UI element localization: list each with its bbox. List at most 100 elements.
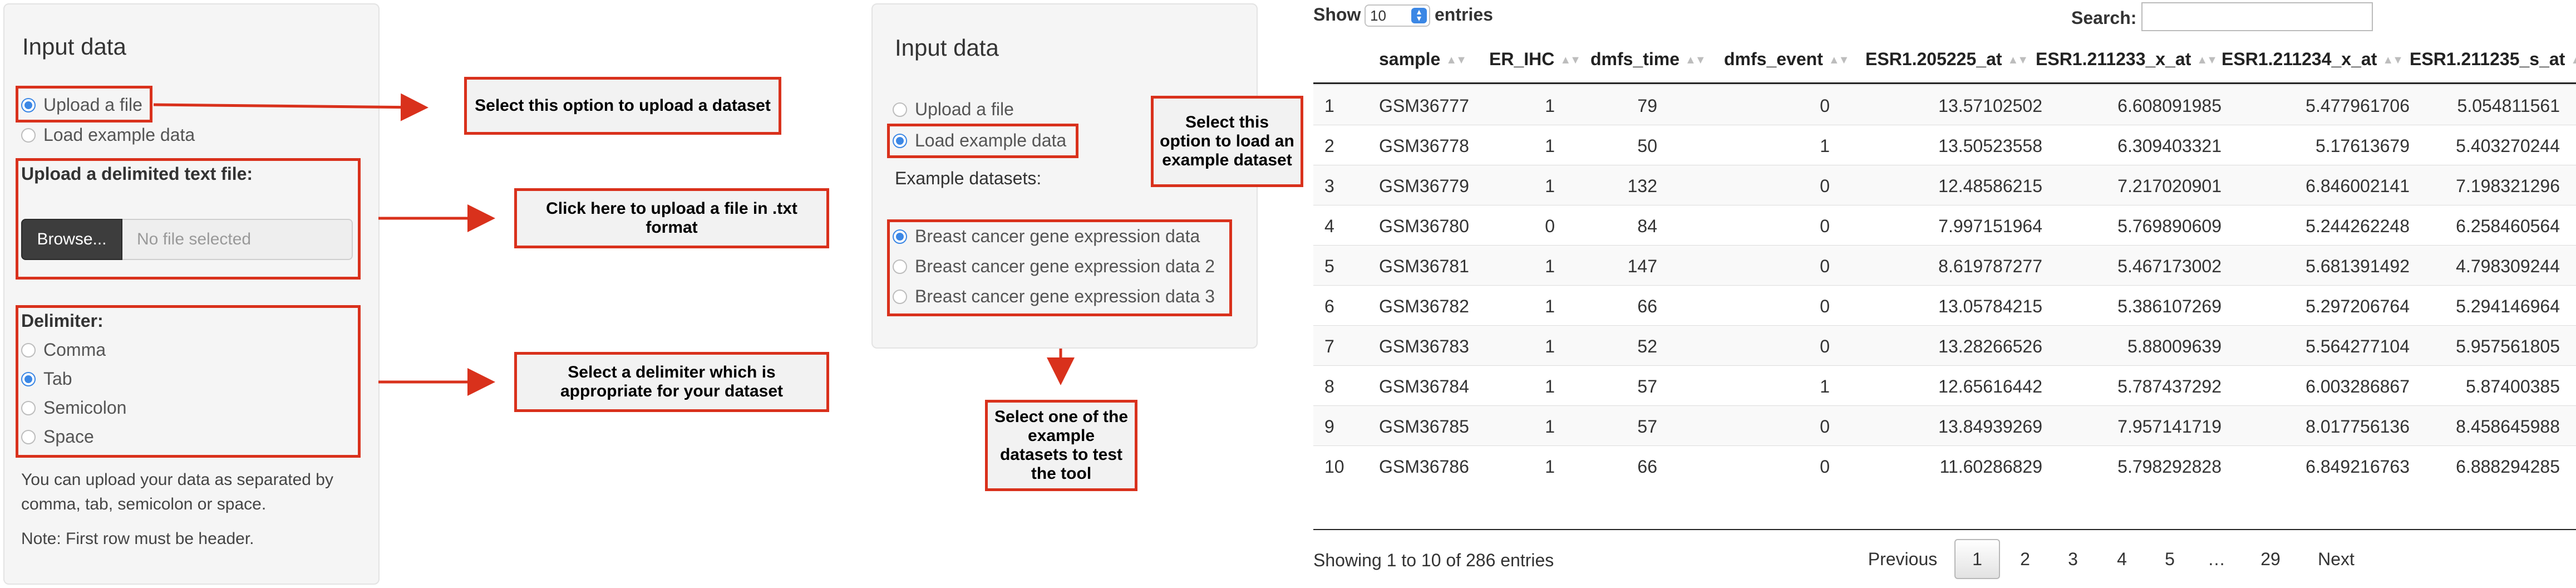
radio-selected-icon[interactable]	[21, 371, 36, 386]
help-text: You can upload your data as separated by…	[21, 471, 333, 513]
highlight-delimiter	[16, 305, 361, 458]
col-header-esr1-211233[interactable]: ESR1.211233_x_at ▲▼	[2036, 49, 2218, 69]
col-header-esr1-205225[interactable]: ESR1.205225_at ▲▼	[1865, 49, 2029, 69]
table-row	[1313, 85, 2576, 125]
table-cell: 10	[1324, 457, 1344, 477]
radio-upload-file[interactable]: Upload a file	[21, 95, 142, 115]
radio-unselected-icon[interactable]	[21, 342, 36, 357]
sort-icon: ▲▼	[2196, 54, 2218, 67]
table-cell: 1	[1545, 296, 1555, 316]
table-cell: 5.957561805	[2456, 336, 2560, 356]
table-cell: 6.258460564	[2456, 216, 2560, 236]
table-cell: 6	[1324, 296, 1334, 316]
col-header-dmfs-event[interactable]: dmfs_event ▲▼	[1724, 49, 1850, 69]
table-cell: 11.60286829	[1939, 457, 2042, 477]
table-cell: 1	[1545, 457, 1555, 477]
radio-unselected-icon[interactable]	[21, 128, 36, 143]
callout-upload: Select this option to upload a dataset	[464, 77, 781, 135]
sort-icon: ▲▼	[1560, 54, 1581, 67]
pagination-page-1[interactable]: 1	[1954, 539, 2000, 579]
radio-load-example[interactable]: Load example data	[893, 130, 1066, 151]
radio-selected-icon[interactable]	[893, 133, 907, 148]
panel-title: Input data	[895, 35, 999, 61]
table-cell: 1	[1820, 136, 1830, 156]
radio-label: Upload a file	[43, 95, 142, 115]
col-header-dmfs-time[interactable]: dmfs_time ▲▼	[1590, 49, 1706, 69]
stepper-icon: ▴ ▾	[1411, 8, 1427, 23]
table-cell: 6.003286867	[2306, 376, 2410, 396]
table-cell: GSM36780	[1379, 216, 1469, 236]
col-header-er-ihc[interactable]: ER_IHC ▲▼	[1489, 49, 1581, 69]
dataset-option-1[interactable]: Breast cancer gene expression data	[893, 226, 1200, 247]
highlight-file-input	[16, 158, 361, 280]
table-cell: 0	[1820, 336, 1830, 356]
radio-label: Breast cancer gene expression data 3	[915, 286, 1215, 306]
table-cell: 5.17613679	[2315, 136, 2410, 156]
upload-label: Upload a delimited text file:	[21, 164, 253, 184]
table-cell: 57	[1637, 376, 1657, 396]
table-cell: 5.477961706	[2306, 96, 2410, 116]
sort-icon: ▲▼	[1828, 54, 1850, 67]
table-cell: 8.017756136	[2306, 416, 2410, 437]
table-cell: 12.65616442	[1938, 376, 2042, 396]
delimiter-comma[interactable]: Comma	[21, 340, 106, 360]
pagination-next[interactable]: Next	[2318, 548, 2355, 569]
radio-label: Semicolon	[43, 398, 127, 418]
dataset-option-2[interactable]: Breast cancer gene expression data 2	[893, 256, 1215, 277]
table-row	[1313, 405, 2576, 445]
datasets-label: Example datasets:	[895, 168, 1042, 188]
pagination-page-3[interactable]: 3	[2068, 548, 2078, 569]
delimiter-space[interactable]: Space	[21, 427, 94, 447]
delimiter-label: Delimiter:	[21, 311, 104, 331]
pagination-ellipsis: …	[2208, 548, 2225, 569]
highlight-upload-radio	[16, 86, 152, 122]
table-cell: 50	[1637, 136, 1657, 156]
note-text: Note: First row must be header.	[21, 530, 254, 548]
radio-unselected-icon[interactable]	[21, 400, 36, 415]
dataset-option-3[interactable]: Breast cancer gene expression data 3	[893, 286, 1215, 307]
browse-button[interactable]: Browse...	[21, 219, 122, 260]
table-cell: 5.294146964	[2456, 296, 2560, 316]
radio-label: Comma	[43, 340, 106, 360]
radio-upload-file[interactable]: Upload a file	[893, 99, 1014, 120]
table-cell: GSM36785	[1379, 416, 1469, 437]
radio-selected-icon[interactable]	[21, 97, 36, 112]
table-cell: GSM36786	[1379, 457, 1469, 477]
radio-label: Breast cancer gene expression data	[915, 226, 1200, 246]
table-cell: 12.48586215	[1938, 176, 2042, 196]
entries-select[interactable]: 10 ▴ ▾	[1365, 4, 1430, 27]
search-input[interactable]	[2141, 2, 2373, 31]
table-cell: GSM36778	[1379, 136, 1469, 156]
radio-unselected-icon[interactable]	[21, 429, 36, 444]
pagination-page-29[interactable]: 29	[2260, 548, 2281, 569]
table-cell: 5.386107269	[2117, 296, 2222, 316]
sort-icon: ▲▼	[2007, 54, 2029, 67]
pagination-page-2[interactable]: 2	[2020, 548, 2030, 569]
radio-label: Load example data	[915, 130, 1067, 150]
pagination-previous[interactable]: Previous	[1868, 548, 1938, 569]
radio-selected-icon[interactable]	[893, 229, 907, 244]
table-cell: 7.198321296	[2456, 176, 2560, 196]
table-cell: 13.57102502	[1938, 96, 2042, 116]
radio-unselected-icon[interactable]	[893, 102, 907, 117]
table-cell: 5.798292828	[2117, 457, 2222, 477]
table-row	[1313, 125, 2576, 165]
radio-unselected-icon[interactable]	[893, 259, 907, 274]
pagination-page-5[interactable]: 5	[2165, 548, 2175, 569]
table-cell: 0	[1820, 216, 1830, 236]
entries-value: 10	[1370, 7, 1386, 24]
table-row	[1313, 285, 2576, 325]
col-header-esr1-211235[interactable]: ESR1.211235_s_at▲▼	[2410, 49, 2576, 70]
radio-load-example[interactable]: Load example data	[21, 125, 195, 145]
table-cell: GSM36779	[1379, 176, 1469, 196]
col-header-sample[interactable]: sample ▲▼	[1379, 49, 1467, 69]
radio-unselected-icon[interactable]	[893, 289, 907, 304]
delimiter-tab[interactable]: Tab	[21, 369, 72, 389]
table-row	[1313, 205, 2576, 245]
col-header-esr1-211234[interactable]: ESR1.211234_x_at ▲▼	[2222, 49, 2403, 69]
pagination-page-4[interactable]: 4	[2117, 548, 2127, 569]
table-bottom-divider	[1313, 529, 2576, 530]
table-cell: 1	[1545, 176, 1555, 196]
table-cell: 5.403270244	[2456, 136, 2560, 156]
delimiter-semicolon[interactable]: Semicolon	[21, 398, 126, 418]
